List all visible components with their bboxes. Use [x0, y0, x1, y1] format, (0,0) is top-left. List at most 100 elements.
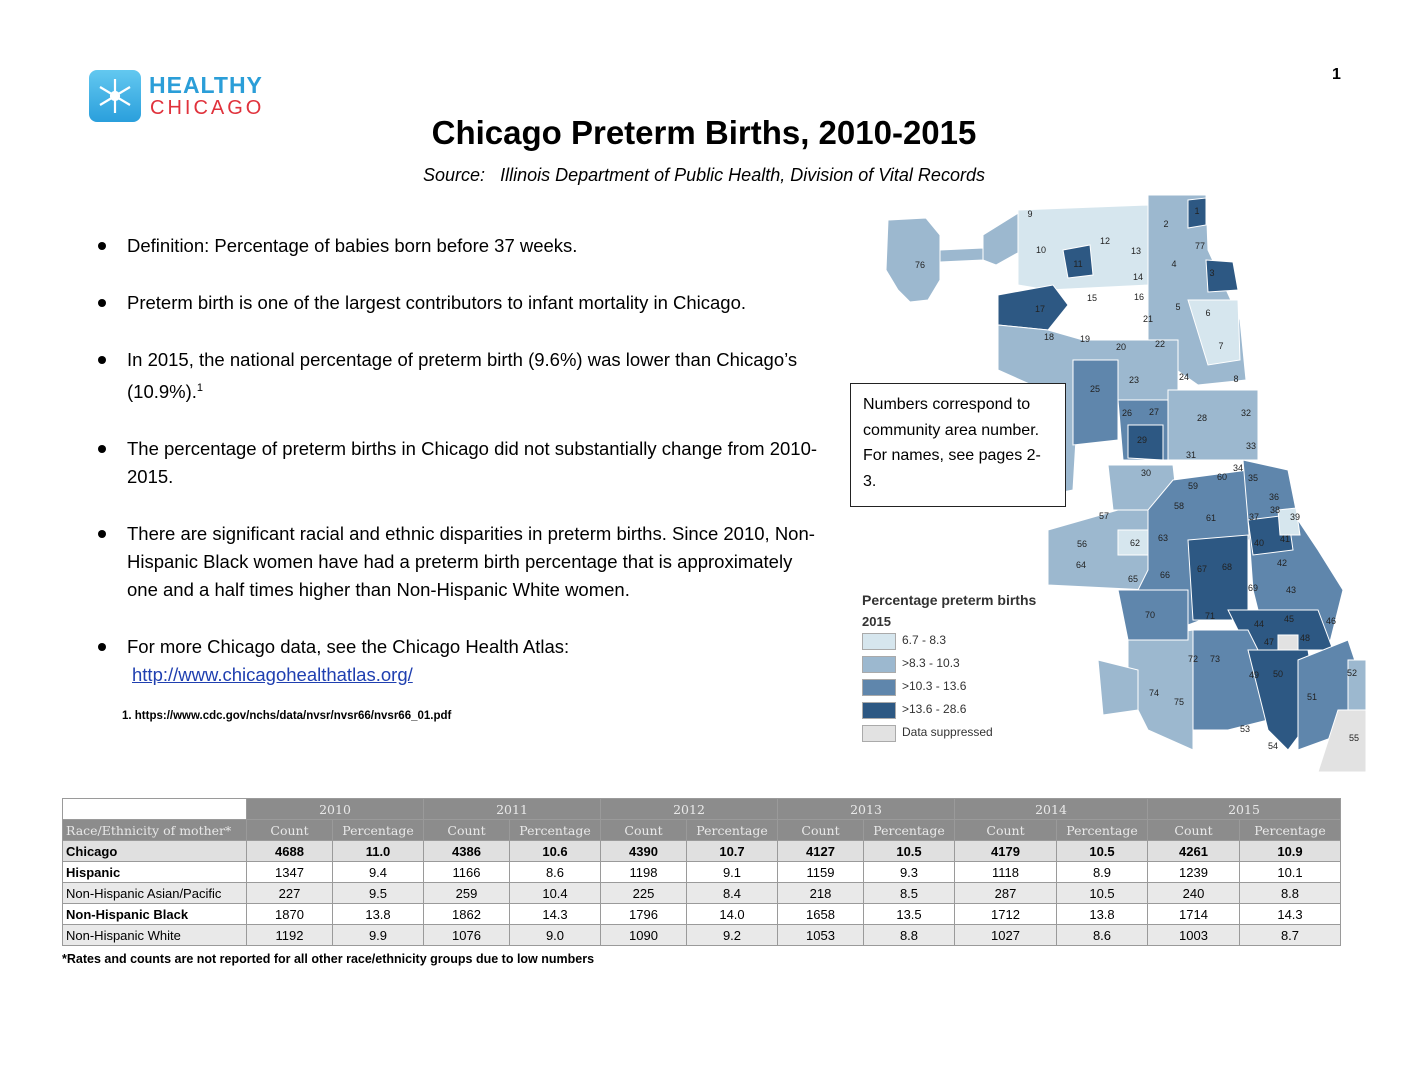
count-cell: 1870 [246, 903, 333, 925]
area-number-label: 19 [1080, 334, 1090, 344]
count-cell: 1658 [777, 903, 864, 925]
percentage-cell: 10.7 [686, 840, 778, 862]
area-number-label: 59 [1188, 481, 1198, 491]
percentage-cell: 8.6 [509, 861, 601, 883]
map-legend: Percentage preterm births 2015 6.7 - 8.3… [862, 592, 1082, 744]
area-number-label: 61 [1206, 513, 1216, 523]
percentage-cell: 11.0 [332, 840, 424, 862]
bullet-item: The percentage of preterm births in Chic… [95, 435, 825, 491]
count-header: Count [777, 819, 864, 841]
count-cell: 259 [423, 882, 510, 904]
legend-year: 2015 [862, 614, 891, 629]
area-number-label: 45 [1284, 614, 1294, 624]
area-number-label: 14 [1133, 272, 1143, 282]
area-number-label: 58 [1174, 501, 1184, 511]
percentage-header: Percentage [1056, 819, 1148, 841]
area-number-label: 44 [1254, 619, 1264, 629]
area-number-label: 64 [1076, 560, 1086, 570]
bullet-item: There are significant racial and ethnic … [95, 520, 825, 604]
area-number-label: 46 [1326, 616, 1336, 626]
area-number-label: 57 [1099, 511, 1109, 521]
area-number-label: 50 [1273, 669, 1283, 679]
count-cell: 287 [954, 882, 1057, 904]
percentage-header: Percentage [1239, 819, 1341, 841]
count-cell: 1003 [1147, 924, 1240, 946]
race-ethnicity-header: Race/Ethnicity of mother* [62, 819, 247, 841]
year-header-row: 2010 2011 2012 2013 2014 2015 [62, 798, 1341, 820]
area-number-label: 42 [1277, 558, 1287, 568]
count-cell: 225 [600, 882, 687, 904]
area-number-label: 3 [1209, 268, 1214, 278]
area-number-label: 24 [1179, 372, 1189, 382]
area-number-label: 41 [1280, 534, 1290, 544]
source-label: Source: [423, 165, 486, 185]
area-number-label: 63 [1158, 533, 1168, 543]
count-cell: 4390 [600, 840, 687, 862]
snowflake-star-icon [89, 70, 141, 122]
count-cell: 1198 [600, 861, 687, 883]
page-title: Chicago Preterm Births, 2010-2015 [431, 114, 977, 151]
area-number-label: 56 [1077, 539, 1087, 549]
percentage-cell: 13.8 [332, 903, 424, 925]
map-note: Numbers correspond to community area num… [850, 383, 1066, 507]
percentage-cell: 14.0 [686, 903, 778, 925]
area-number-label: 5 [1175, 302, 1180, 312]
count-cell: 1714 [1147, 903, 1240, 925]
area-number-label: 47 [1264, 637, 1274, 647]
healthy-chicago-logo: HEALTHY CHICAGO [89, 70, 279, 125]
count-header: Count [600, 819, 687, 841]
count-cell: 4688 [246, 840, 333, 862]
count-cell: 1796 [600, 903, 687, 925]
percentage-cell: 9.0 [509, 924, 601, 946]
count-header: Count [423, 819, 510, 841]
legend-entry: >10.3 - 13.6 [862, 675, 1082, 698]
area-number-label: 6 [1205, 308, 1210, 318]
table-row: Non-Hispanic Black 1870 13.8 1862 14.3 1796 14… [62, 903, 1341, 925]
count-cell: 1862 [423, 903, 510, 925]
year-header: 2012 [600, 798, 778, 820]
percentage-cell: 8.8 [1239, 882, 1341, 904]
logo-text-healthy: HEALTHY [149, 72, 263, 98]
logo-text-chicago: CHICAGO [150, 97, 265, 119]
legend-swatch [862, 679, 896, 696]
health-atlas-link[interactable]: http://www.chicagohealthatlas.org/ [132, 664, 413, 686]
area-number-label: 73 [1210, 654, 1220, 664]
bullet-text: Preterm birth is one of the largest cont… [127, 292, 747, 313]
bullet-item: Definition: Percentage of babies born be… [95, 232, 825, 260]
area-number-label: 17 [1035, 304, 1045, 314]
table-row: Hispanic 1347 9.4 1166 8.6 1198 9.1 1159 9.3 1118… [62, 861, 1341, 883]
area-number-label: 62 [1130, 538, 1140, 548]
bullet-item: In 2015, the national percentage of pret… [95, 346, 825, 406]
legend-entry: 6.7 - 8.3 [862, 629, 1082, 652]
area-number-label: 26 [1122, 408, 1132, 418]
area-number-label: 34 [1233, 463, 1243, 473]
area-number-label: 54 [1268, 741, 1278, 751]
legend-swatch [862, 656, 896, 673]
area-number-label: 1 [1194, 206, 1199, 216]
row-label: Chicago [62, 840, 247, 862]
area-number-label: 43 [1286, 585, 1296, 595]
count-cell: 4386 [423, 840, 510, 862]
count-header: Count [246, 819, 333, 841]
count-header: Count [954, 819, 1057, 841]
area-number-label: 21 [1143, 314, 1153, 324]
area-number-label: 49 [1249, 670, 1259, 680]
bullet-text: The percentage of preterm births in Chic… [127, 438, 818, 488]
percentage-cell: 13.5 [863, 903, 955, 925]
area-number-label: 16 [1134, 292, 1144, 302]
percentage-cell: 14.3 [509, 903, 601, 925]
percentage-cell: 10.9 [1239, 840, 1341, 862]
area-number-label: 15 [1087, 293, 1097, 303]
percentage-cell: 10.5 [1056, 882, 1148, 904]
area-number-label: 2 [1163, 219, 1168, 229]
footnote-ref: 1 [196, 382, 204, 394]
area-number-label: 12 [1100, 236, 1110, 246]
area-number-label: 33 [1246, 441, 1256, 451]
percentage-cell: 9.9 [332, 924, 424, 946]
area-number-label: 18 [1044, 332, 1054, 342]
area-number-label: 52 [1347, 668, 1357, 678]
table-body: Chicago 4688 11.0 4386 10.6 4390 10.7 4127 10.5 4… [62, 840, 1341, 946]
legend-swatch [862, 725, 896, 742]
area-number-label: 40 [1254, 538, 1264, 548]
